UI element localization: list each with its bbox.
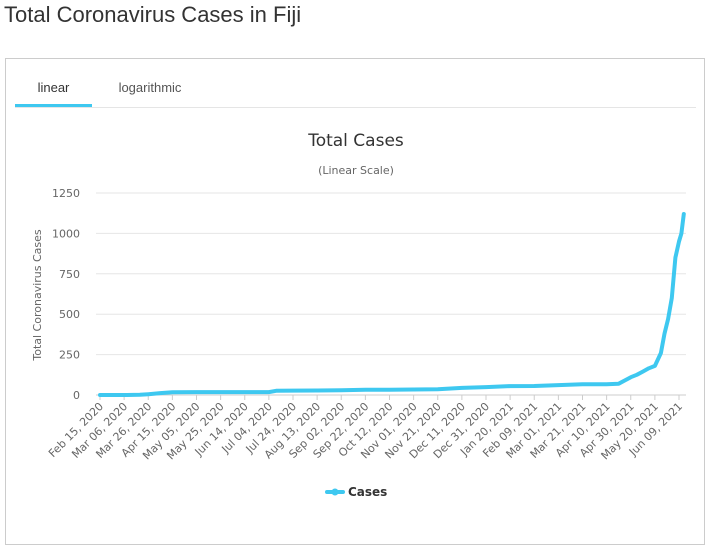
chart-title: Total Cases bbox=[307, 131, 404, 151]
y-tick-label: 1250 bbox=[52, 187, 80, 200]
y-axis-label: Total Coronavirus Cases bbox=[31, 229, 44, 362]
chart-subtitle: (Linear Scale) bbox=[318, 164, 394, 177]
y-tick-labels: 0 250 500 750 1000 1250 bbox=[52, 187, 80, 402]
y-tick-label: 0 bbox=[73, 389, 80, 402]
page-title: Total Coronavirus Cases in Fiji bbox=[4, 2, 302, 27]
legend-marker bbox=[331, 488, 339, 496]
y-tick-label: 1000 bbox=[52, 227, 80, 240]
y-tick-label: 250 bbox=[59, 349, 80, 362]
grid-lines bbox=[96, 192, 686, 396]
legend[interactable]: Cases bbox=[325, 485, 387, 499]
series-line-cases bbox=[98, 212, 686, 397]
y-tick-label: 500 bbox=[59, 308, 80, 321]
series-layer bbox=[98, 212, 686, 397]
scale-tabs: linear logarithmic bbox=[15, 71, 696, 108]
chart-panel: linear logarithmic bbox=[5, 58, 705, 545]
tab-linear[interactable]: linear bbox=[15, 71, 92, 107]
y-tick-label: 750 bbox=[59, 268, 80, 281]
legend-label: Cases bbox=[348, 485, 387, 499]
tab-logarithmic[interactable]: logarithmic bbox=[118, 80, 182, 95]
